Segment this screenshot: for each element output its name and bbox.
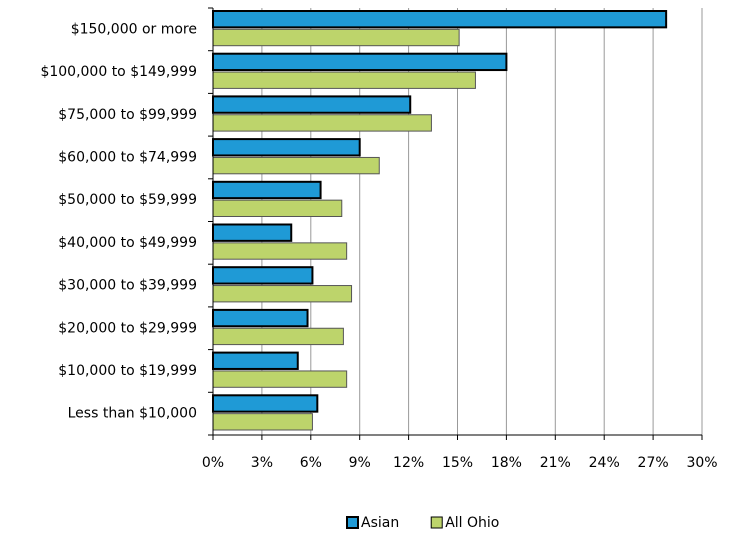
- y-tick-label: $20,000 to $29,999: [58, 320, 197, 336]
- bar: [212, 242, 348, 260]
- x-tick-label: 21%: [540, 455, 571, 471]
- x-tick-label: 30%: [686, 455, 717, 471]
- legend-label: All Ohio: [445, 515, 499, 531]
- x-tick-label: 0%: [202, 455, 224, 471]
- bar: [212, 308, 309, 328]
- y-tick-label: $10,000 to $19,999: [58, 363, 197, 379]
- bar: [212, 114, 432, 132]
- y-tick-label: $50,000 to $59,999: [58, 192, 197, 208]
- bar: [212, 266, 314, 285]
- bar: [212, 95, 412, 114]
- x-tick-label: 24%: [589, 455, 620, 471]
- bar: [212, 199, 343, 217]
- bar: [212, 28, 460, 47]
- legend-swatch: [346, 516, 359, 529]
- legend-swatch: [430, 516, 443, 529]
- bar: [212, 138, 361, 157]
- bar: [212, 10, 668, 29]
- y-tick-label: $60,000 to $74,999: [58, 149, 197, 165]
- bar: [212, 351, 299, 370]
- legend-label: Asian: [361, 515, 399, 531]
- bar: [212, 370, 348, 388]
- y-tick-label: $75,000 to $99,999: [58, 107, 197, 123]
- x-tick-label: 9%: [349, 455, 371, 471]
- bar: [212, 394, 319, 413]
- x-tick-label: 27%: [638, 455, 669, 471]
- bar: [212, 327, 344, 346]
- x-tick-label: 6%: [300, 455, 322, 471]
- y-tick-label: Less than $10,000: [68, 406, 197, 422]
- bar: [212, 71, 476, 89]
- y-tick-label: $40,000 to $49,999: [58, 235, 197, 251]
- bar: [212, 156, 380, 175]
- x-tick-label: 15%: [442, 455, 473, 471]
- x-tick-label: 12%: [393, 455, 424, 471]
- bar: [212, 52, 508, 72]
- y-tick-label: $30,000 to $39,999: [58, 278, 197, 294]
- y-tick-label: $100,000 to $149,999: [40, 64, 197, 80]
- bar: [212, 223, 293, 242]
- bar: [212, 180, 322, 200]
- y-tick-label: $150,000 or more: [71, 21, 197, 37]
- bar: [212, 285, 353, 303]
- bar: [212, 413, 313, 431]
- x-tick-label: 18%: [491, 455, 522, 471]
- x-tick-label: 3%: [251, 455, 273, 471]
